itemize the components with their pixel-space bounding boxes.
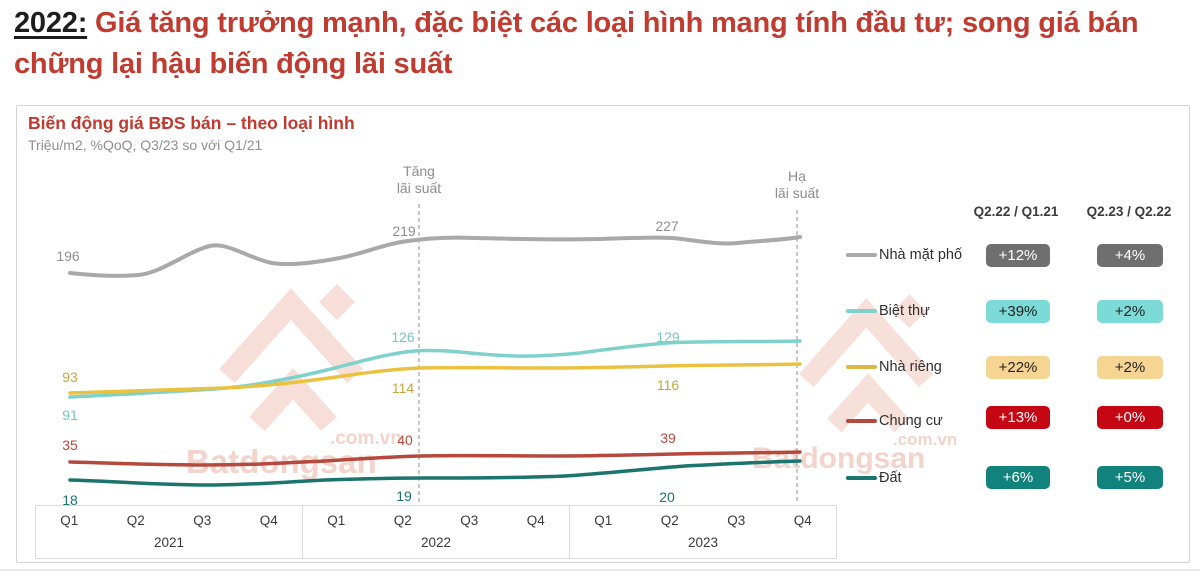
- series-swatch: [846, 476, 877, 480]
- value-label: 116: [656, 377, 680, 393]
- change-badge: +5%: [1097, 466, 1163, 489]
- series-label: Biệt thự: [879, 303, 930, 319]
- year-group-2021: Q1 Q2 Q3 Q4 2021: [36, 506, 302, 558]
- series-swatch: [846, 419, 877, 423]
- quarter-label: Q2: [393, 513, 412, 528]
- series-swatch: [846, 309, 877, 313]
- watermark-domain: .com.vn: [893, 430, 958, 449]
- year-group-2022: Q1 Q2 Q3 Q4 2022: [302, 506, 569, 558]
- quarter-label: Q1: [594, 513, 613, 528]
- value-label: 126: [391, 329, 415, 345]
- value-label: 40: [397, 432, 413, 448]
- change-badge: +12%: [986, 244, 1050, 267]
- change-badge: +6%: [986, 466, 1050, 489]
- legend-col1-header: Q2.22 / Q1.21: [973, 204, 1059, 219]
- value-label: 35: [62, 437, 78, 453]
- year-group-2023: Q1 Q2 Q3 Q4 2023: [569, 506, 836, 558]
- quarter-label: Q3: [460, 513, 479, 528]
- value-label: 39: [660, 430, 676, 446]
- change-badge: +39%: [986, 300, 1050, 323]
- year-label: 2021: [153, 535, 185, 550]
- quarter-label: Q4: [793, 513, 812, 528]
- page-title-text: Giá tăng trưởng mạnh, đặc biệt các loại …: [14, 7, 1139, 80]
- series-label: Đất: [879, 470, 902, 486]
- watermark-domain: .com.vn: [330, 428, 402, 449]
- series-label: Chung cư: [879, 413, 943, 429]
- series-swatch: [846, 365, 877, 369]
- page-title: 2022: Giá tăng trưởng mạnh, đặc biệt các…: [14, 3, 1194, 85]
- page-title-year: 2022:: [14, 7, 88, 39]
- value-label: 91: [62, 407, 78, 423]
- value-label: 93: [62, 369, 78, 385]
- change-badge: +0%: [1097, 406, 1163, 429]
- value-label: 20: [659, 489, 675, 505]
- value-label: 19: [396, 488, 412, 504]
- change-badge: +13%: [986, 406, 1050, 429]
- series-swatch: [846, 253, 877, 257]
- page-bottom-divider: [0, 569, 1200, 571]
- change-badge: +2%: [1097, 356, 1163, 379]
- quarter-label: Q2: [126, 513, 145, 528]
- quarter-label: Q4: [259, 513, 278, 528]
- quarter-label: Q1: [327, 513, 346, 528]
- change-badge: +2%: [1097, 300, 1163, 323]
- change-badge: +4%: [1097, 244, 1163, 267]
- value-label: 18: [62, 492, 78, 508]
- quarter-label: Q4: [526, 513, 545, 528]
- chart-title: Biến động giá BĐS bán – theo loại hình: [28, 113, 355, 133]
- quarter-label: Q3: [727, 513, 746, 528]
- chart-panel: [16, 105, 1190, 563]
- event-label-rate-cut: Hạ lãi suất: [774, 168, 820, 201]
- year-label: 2023: [687, 535, 719, 550]
- chart-subtitle: Triệu/m2, %QoQ, Q3/23 so với Q1/21: [28, 137, 263, 153]
- x-axis: Q1 Q2 Q3 Q4 2021 Q1 Q2 Q3 Q4 2022 Q1 Q2 …: [35, 505, 837, 559]
- value-label: 129: [656, 329, 680, 345]
- value-label: 196: [56, 248, 80, 264]
- event-label-rate-hike: Tăng lãi suất: [396, 163, 442, 196]
- quarter-label: Q2: [660, 513, 679, 528]
- watermark-brand: Batdongsan: [186, 443, 377, 480]
- value-label: 219: [392, 223, 416, 239]
- quarter-label: Q1: [60, 513, 79, 528]
- value-label: 227: [655, 218, 679, 234]
- series-label: Nhà mặt phố: [879, 247, 963, 263]
- legend-col2-header: Q2.23 / Q2.22: [1086, 204, 1172, 219]
- change-badge: +22%: [986, 356, 1050, 379]
- year-label: 2022: [420, 535, 452, 550]
- value-label: 114: [391, 380, 415, 396]
- series-label: Nhà riêng: [879, 359, 942, 375]
- quarter-label: Q3: [193, 513, 212, 528]
